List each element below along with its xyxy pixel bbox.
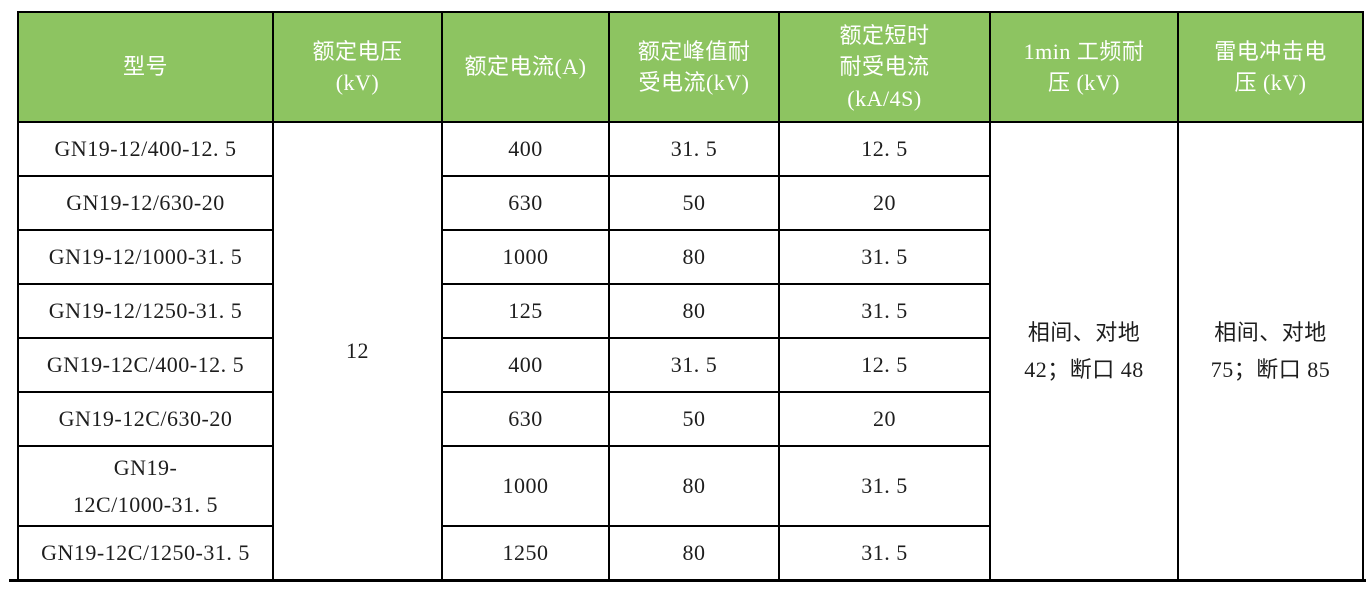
peak-current-cell: 80 bbox=[608, 229, 780, 285]
model-cell: GN19-12/1250-31. 5 bbox=[17, 283, 274, 339]
current-cell: 1000 bbox=[441, 445, 610, 527]
model-cell: GN19-12C/1250-31. 5 bbox=[17, 525, 274, 581]
header-row: 型号 额定电压 (kV) 额定电流(A) 额定峰值耐 受电流(kV) 额定短时 … bbox=[17, 11, 1364, 123]
model-cell: GN19-12/400-12. 5 bbox=[17, 121, 274, 177]
table-row: GN19-12C/400-12. 5 400 31. 5 12. 5 bbox=[17, 337, 1363, 393]
peak-current-cell: 50 bbox=[608, 175, 780, 231]
peak-current-cell: 31. 5 bbox=[608, 337, 780, 393]
power-frequency-cell: 相间、对地 42；断口 48 bbox=[989, 121, 1179, 581]
peak-current-cell: 80 bbox=[608, 525, 780, 581]
peak-current-cell: 80 bbox=[608, 283, 780, 339]
current-cell: 400 bbox=[441, 121, 610, 177]
current-cell: 1250 bbox=[441, 525, 610, 581]
table-row: GN19-12/1250-31. 5 125 80 31. 5 bbox=[17, 283, 1363, 339]
col-header-short-time-withstand-current: 额定短时 耐受电流 (kA/4S) bbox=[778, 11, 991, 123]
col-header-lightning-impulse: 雷电冲击电 压 (kV) bbox=[1177, 11, 1364, 123]
col-header-peak-withstand-current: 额定峰值耐 受电流(kV) bbox=[608, 11, 780, 123]
short-time-current-cell: 31. 5 bbox=[778, 525, 991, 581]
current-cell: 630 bbox=[441, 175, 610, 231]
current-cell: 400 bbox=[441, 337, 610, 393]
table-row: GN19-12C/630-20 630 50 20 bbox=[17, 391, 1363, 447]
current-cell: 1000 bbox=[441, 229, 610, 285]
col-header-power-frequency-withstand: 1min 工频耐 压 (kV) bbox=[989, 11, 1179, 123]
table-row: GN19- 12C/1000-31. 5 1000 80 31. 5 bbox=[17, 445, 1363, 527]
current-cell: 630 bbox=[441, 391, 610, 447]
short-time-current-cell: 31. 5 bbox=[778, 445, 991, 527]
lightning-impulse-cell: 相间、对地 75；断口 85 bbox=[1177, 121, 1364, 581]
short-time-current-cell: 31. 5 bbox=[778, 283, 991, 339]
peak-current-cell: 50 bbox=[608, 391, 780, 447]
model-cell: GN19- 12C/1000-31. 5 bbox=[17, 445, 274, 527]
table-row: GN19-12/1000-31. 5 1000 80 31. 5 bbox=[17, 229, 1363, 285]
spec-table-wrap: 型号 额定电压 (kV) 额定电流(A) 额定峰值耐 受电流(kV) 额定短时 … bbox=[9, 11, 1366, 582]
model-cell: GN19-12C/400-12. 5 bbox=[17, 337, 274, 393]
short-time-current-cell: 12. 5 bbox=[778, 121, 991, 177]
col-header-rated-voltage: 额定电压 (kV) bbox=[272, 11, 443, 123]
table-row: GN19-12/400-12. 5 12 400 31. 5 12. 5 相间、… bbox=[17, 121, 1364, 581]
col-header-rated-current: 额定电流(A) bbox=[441, 11, 610, 123]
table-row: GN19-12/630-20 630 50 20 bbox=[17, 175, 1363, 231]
model-cell: GN19-12C/630-20 bbox=[17, 391, 274, 447]
model-cell: GN19-12/1000-31. 5 bbox=[17, 229, 274, 285]
short-time-current-cell: 31. 5 bbox=[778, 229, 991, 285]
peak-current-cell: 31. 5 bbox=[608, 121, 780, 177]
current-cell: 125 bbox=[441, 283, 610, 339]
peak-current-cell: 80 bbox=[608, 445, 780, 527]
short-time-current-cell: 12. 5 bbox=[778, 337, 991, 393]
table-row: GN19-12C/1250-31. 5 1250 80 31. 5 bbox=[17, 525, 1363, 581]
table-bottom-rule bbox=[9, 579, 1366, 582]
rated-voltage-cell: 12 bbox=[272, 121, 443, 581]
short-time-current-cell: 20 bbox=[778, 175, 991, 231]
short-time-current-cell: 20 bbox=[778, 391, 991, 447]
spec-table: 型号 额定电压 (kV) 额定电流(A) 额定峰值耐 受电流(kV) 额定短时 … bbox=[17, 11, 1364, 581]
model-cell: GN19-12/630-20 bbox=[17, 175, 274, 231]
col-header-model: 型号 bbox=[17, 11, 274, 123]
